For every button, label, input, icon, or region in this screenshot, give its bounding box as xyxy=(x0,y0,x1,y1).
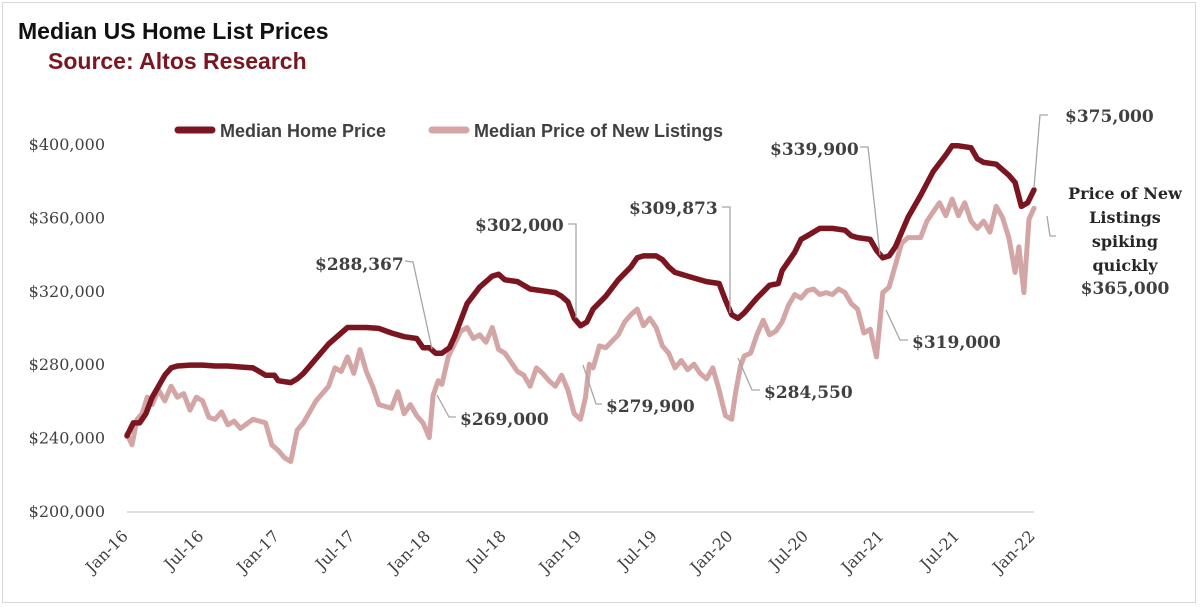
x-tick-label: Jan-17 xyxy=(231,526,283,578)
callout-line-pk-2021 xyxy=(860,146,881,256)
callout-line-nl-2021 xyxy=(885,309,908,341)
x-tick-label: Jul-21 xyxy=(915,526,964,575)
label-pk-2021: $339,900 xyxy=(770,140,859,160)
x-tick-label: Jan-19 xyxy=(534,526,586,578)
y-tick-label: $280,000 xyxy=(29,355,105,374)
y-axis: $200,000 $240,000 $280,000 $320,000 $360,000… xyxy=(29,135,105,521)
label-pk-2018: $288,367 xyxy=(315,255,404,275)
y-tick-label: $240,000 xyxy=(29,429,105,448)
x-tick-label: Jan-22 xyxy=(987,526,1039,578)
x-tick-label: Jul-19 xyxy=(612,526,661,575)
data-labels: $288,367 $302,000 $309,873 $339,900 $375… xyxy=(315,107,1183,430)
note-line-3: spiking xyxy=(1092,232,1158,251)
callout-line-pk-2019 xyxy=(568,223,577,318)
label-pk-2022: $375,000 xyxy=(1065,107,1154,127)
chart-title: Median US Home List Prices xyxy=(18,18,329,44)
x-tick-label: Jul-17 xyxy=(310,526,359,575)
legend-label-median-home-price: Median Home Price xyxy=(220,121,386,141)
x-tick-label: Jul-16 xyxy=(159,526,208,575)
label-pk-2020: $309,873 xyxy=(629,199,718,219)
callout-line-pk-2022 xyxy=(1033,114,1048,189)
label-nl-2022: $365,000 xyxy=(1081,279,1170,299)
y-tick-label: $400,000 xyxy=(29,135,105,154)
y-tick-label: $200,000 xyxy=(29,502,105,521)
label-nl-2020: $284,550 xyxy=(764,383,853,403)
x-axis: Jan-16 Jul-16 Jan-17 Jul-17 Jan-18 Jul-18 Jan-… xyxy=(80,511,1039,578)
chart-subtitle: Source: Altos Research xyxy=(48,48,307,74)
callout-line-pk-2018 xyxy=(404,260,433,350)
x-tick-label: Jul-18 xyxy=(461,526,510,575)
note-line-1: Price of New xyxy=(1068,184,1183,203)
y-tick-label: $320,000 xyxy=(29,282,105,301)
x-tick-label: Jul-20 xyxy=(764,526,813,575)
label-nl-2019: $279,900 xyxy=(606,397,695,417)
callout-line-pk-2020 xyxy=(722,206,731,313)
x-tick-label: Jan-21 xyxy=(836,526,888,578)
callout-line-nl-2022 xyxy=(1046,215,1056,237)
label-nl-2018: $269,000 xyxy=(460,410,549,430)
legend-label-new-listings: Median Price of New Listings xyxy=(474,121,723,141)
series-layer xyxy=(124,143,1037,464)
callout-lines xyxy=(404,114,1056,418)
callout-line-nl-2018 xyxy=(436,394,456,418)
series-line-new-listings xyxy=(124,196,1037,464)
note-new-listings: Price of New Listings spiking quickly $3… xyxy=(1068,184,1183,299)
label-pk-2019: $302,000 xyxy=(475,216,564,236)
callout-line-nl-2019 xyxy=(582,364,602,405)
x-tick-label: Jan-16 xyxy=(80,526,132,578)
x-tick-label: Jan-20 xyxy=(685,526,737,578)
legend: Median Home Price Median Price of New Li… xyxy=(174,121,723,141)
callout-line-nl-2020 xyxy=(737,357,760,391)
note-line-4: quickly xyxy=(1092,256,1158,275)
series-line-median-home-price xyxy=(124,143,1037,439)
x-tick-label: Jan-18 xyxy=(383,526,435,578)
label-nl-2021: $319,000 xyxy=(912,333,1001,353)
y-tick-label: $360,000 xyxy=(29,208,105,227)
note-line-2: Listings xyxy=(1089,208,1161,227)
